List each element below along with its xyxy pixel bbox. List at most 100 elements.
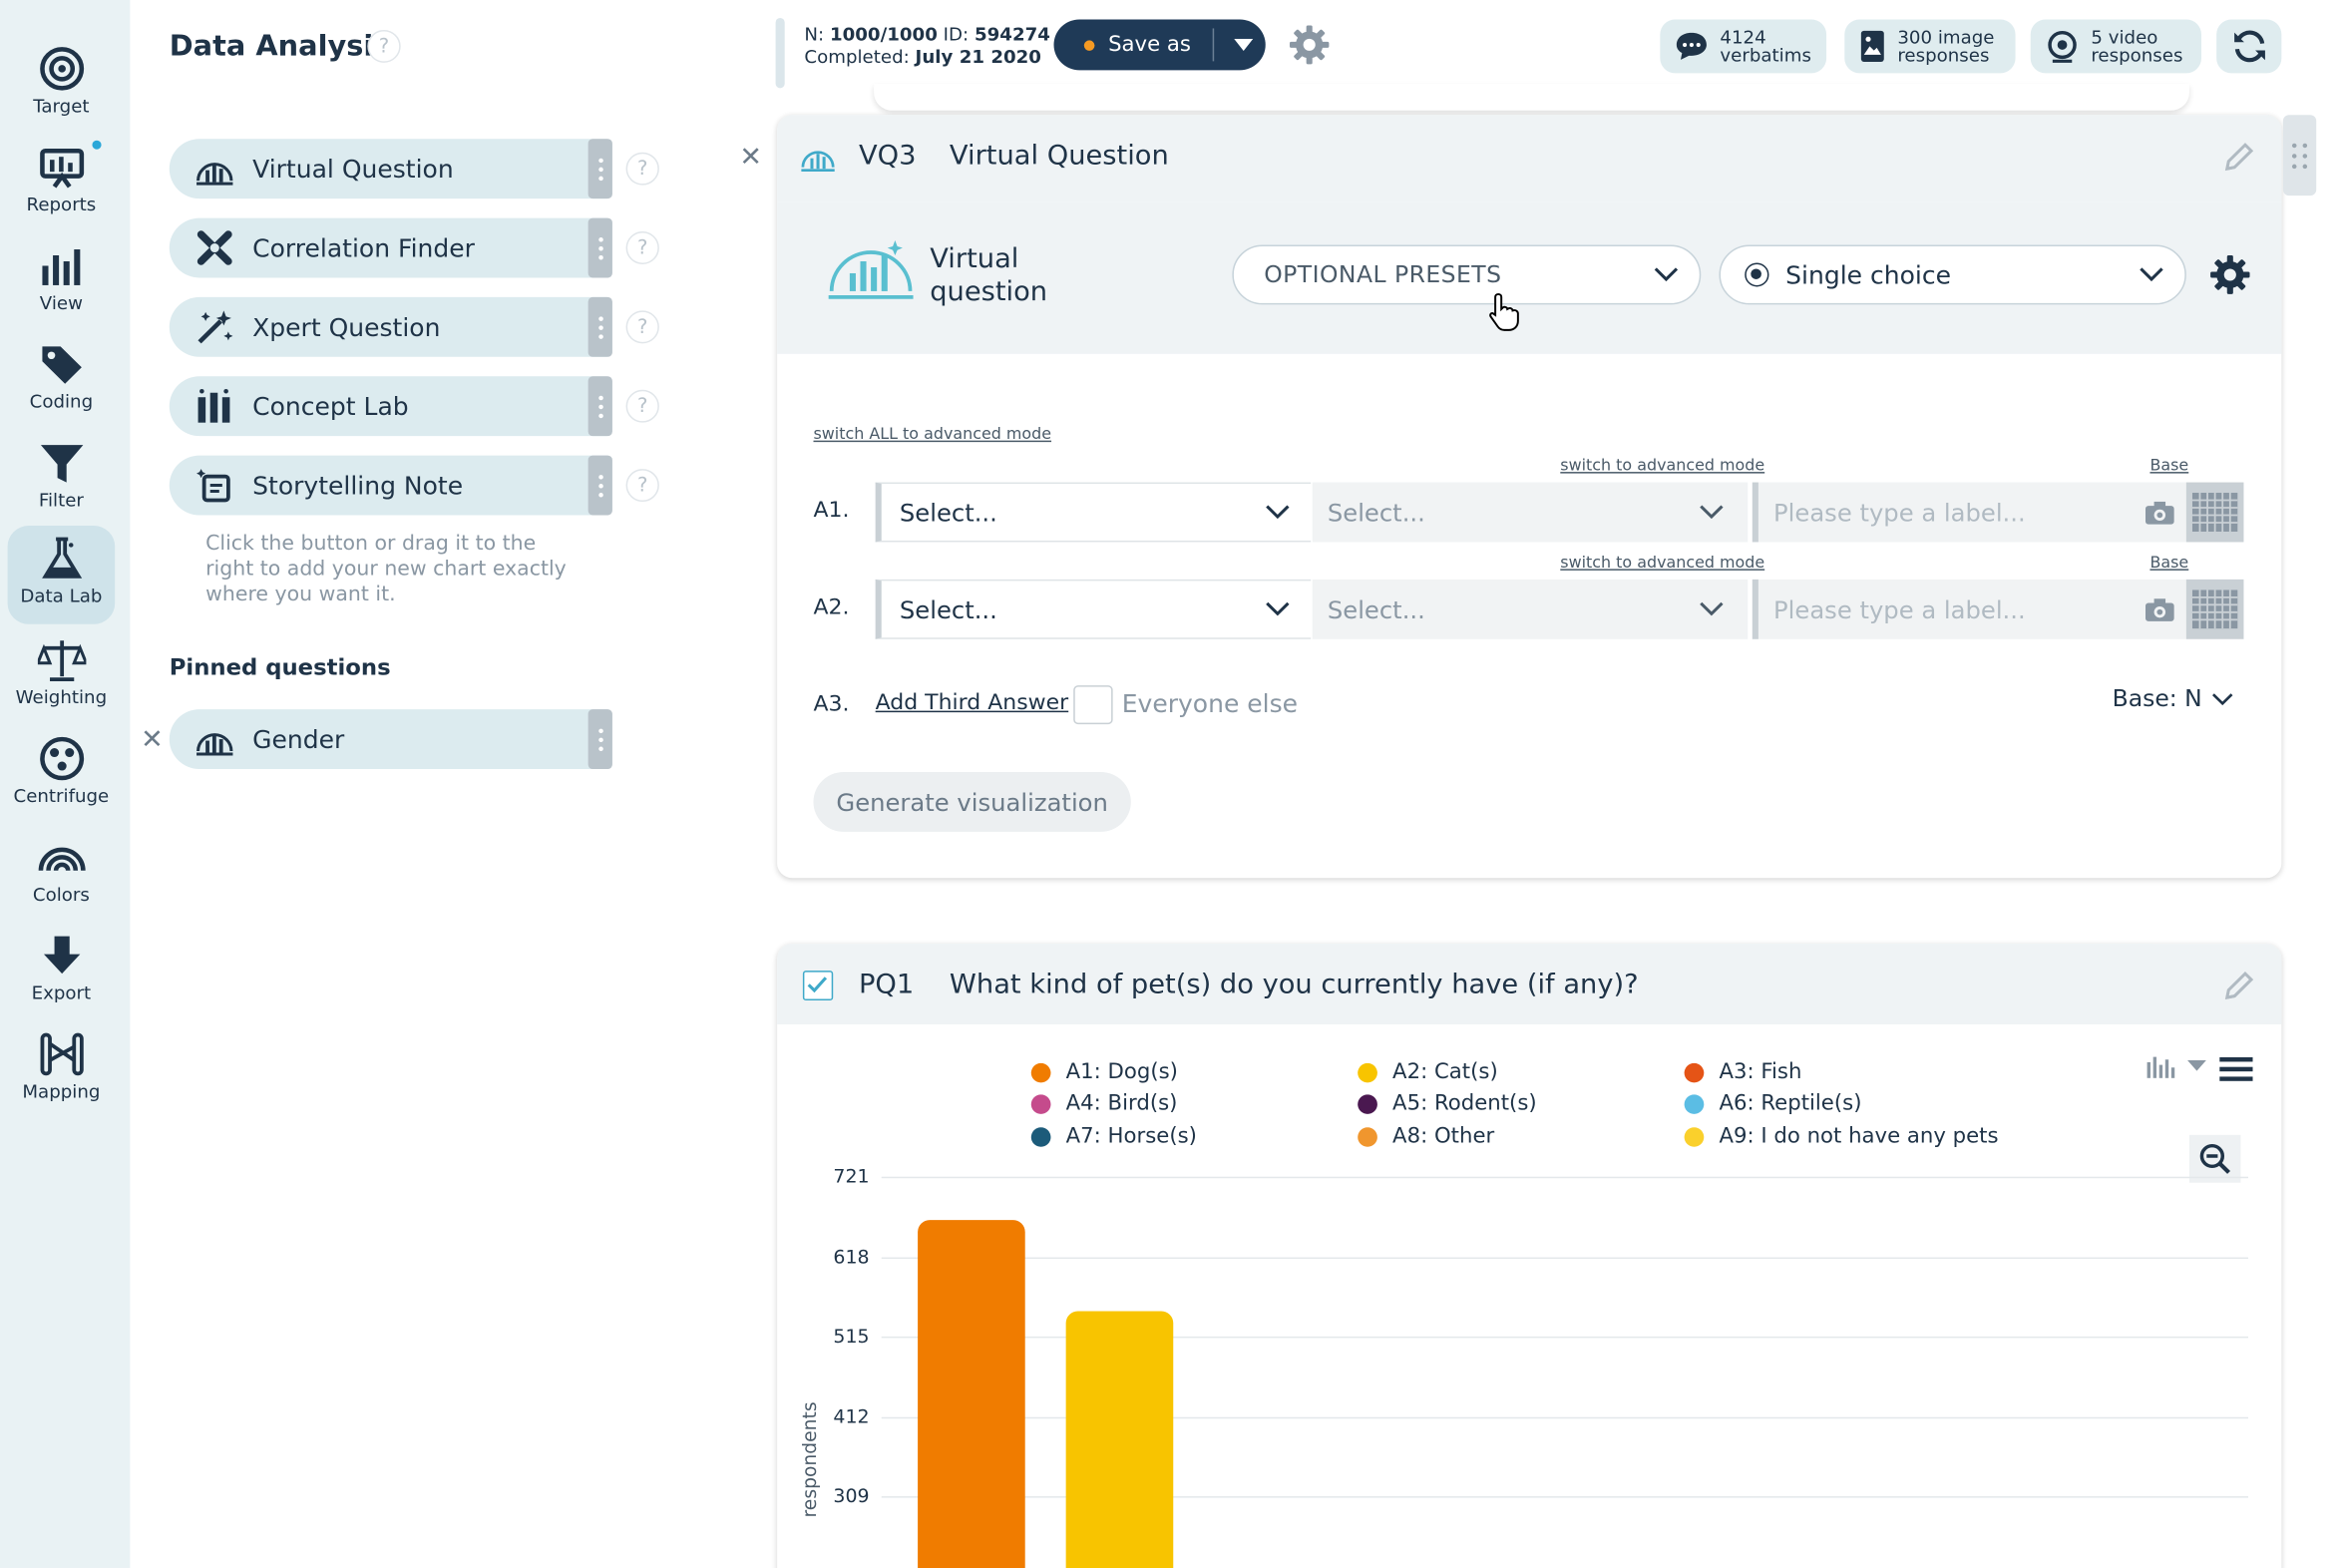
settings-gear-icon[interactable] [1288,24,1330,66]
legend-item[interactable]: A9: I do not have any pets [1684,1124,1999,1148]
settings-gear-icon[interactable] [2209,254,2251,296]
rail-item-data-lab[interactable]: Data Lab [7,525,116,624]
select-checkbox[interactable] [802,971,834,1001]
image-responses-pill[interactable]: 300 image responses [1844,19,2016,74]
rail-item-export[interactable]: Export [8,923,116,1015]
question-code: PQ1 [858,969,915,1001]
unpin-icon[interactable]: ✕ [140,724,164,756]
legend-item[interactable]: A3: Fish [1684,1060,1801,1084]
drag-handle[interactable] [587,296,612,357]
download-arrow-icon [43,936,80,975]
drag-handle[interactable] [587,709,612,770]
switch-all-advanced-link[interactable]: switch ALL to advanced mode [813,425,1052,444]
help-icon[interactable]: ? [367,29,401,63]
verbatims-pill[interactable]: 4124 verbatims [1660,19,1827,74]
answer-option-select[interactable]: Select... [1312,579,1749,639]
bar-2[interactable] [1065,1310,1174,1568]
help-icon[interactable]: ? [625,231,659,264]
chart-type-icon[interactable] [2146,1054,2175,1078]
pinned-item-gender[interactable]: Gender [169,709,612,770]
legend-item[interactable]: A7: Horse(s) [1030,1124,1197,1148]
legend-item[interactable]: A8: Other [1358,1124,1494,1148]
pill-line2: responses [2091,44,2183,66]
save-as-button[interactable]: Save as [1053,19,1266,71]
rail-item-colors[interactable]: Colors [8,824,116,917]
everyone-else-checkbox[interactable] [1073,685,1113,725]
legend-item[interactable]: A4: Bird(s) [1030,1091,1177,1115]
caret-down-icon[interactable] [1233,38,1253,51]
drag-handle[interactable] [587,217,612,278]
card-drag-handle[interactable] [2282,115,2317,196]
rail-item-mapping[interactable]: Mapping [8,1021,116,1114]
tag-icon [41,346,82,384]
rail-item-reports[interactable]: Reports [8,135,116,227]
rail-label: Target [33,95,90,117]
input-placeholder: Please type a label... [1773,498,2026,527]
chevron-down-icon [2211,692,2232,705]
add-third-answer-link[interactable]: Add Third Answer [875,691,1069,716]
base-selector[interactable]: Base: N [2113,685,2233,712]
help-icon[interactable]: ? [625,310,659,344]
legend-item[interactable]: A6: Reptile(s) [1684,1091,1861,1115]
camera-icon[interactable] [2144,596,2175,621]
caret-down-icon[interactable] [2186,1059,2207,1072]
keyboard-grid-button[interactable] [2185,579,2244,639]
keyboard-grid-button[interactable] [2185,482,2244,543]
question-title[interactable]: Virtual Question [949,140,1169,173]
chevron-down-icon [1266,601,1290,616]
y-tick-label: 721 [833,1164,870,1188]
base-link[interactable]: Base [2149,457,2189,476]
drag-handle[interactable] [587,139,612,199]
centrifuge-icon [39,736,84,781]
zoom-out-button[interactable] [2188,1134,2241,1183]
tool-storytelling-note[interactable]: Storytelling Note [169,455,612,516]
answer-question-select[interactable]: Select... [875,579,1312,639]
switch-advanced-link[interactable]: switch to advanced mode [1560,554,1765,573]
generate-visualization-button[interactable]: Generate visualization [813,772,1131,832]
help-icon[interactable]: ? [625,389,659,423]
chevron-down-icon [1700,601,1724,616]
tool-virtual-question[interactable]: Virtual Question [169,139,612,199]
answer-type-dropdown[interactable]: Single choice [1719,244,2186,305]
refresh-button[interactable] [2216,19,2282,74]
switch-advanced-link[interactable]: switch to advanced mode [1560,457,1765,476]
legend-swatch [1358,1093,1377,1114]
edit-pencil-icon[interactable] [2222,970,2255,1002]
rail-item-view[interactable]: View [8,233,116,326]
legend-item[interactable]: A5: Rodent(s) [1358,1091,1537,1115]
camera-icon[interactable] [2144,500,2175,525]
legend-swatch [1684,1126,1705,1147]
tool-concept-lab[interactable]: Concept Lab [169,376,612,437]
drag-handle[interactable] [587,455,612,516]
rail-item-centrifuge[interactable]: Centrifuge [8,726,116,819]
tool-correlation-finder[interactable]: Correlation Finder [169,217,612,278]
answer-label-input[interactable]: Please type a label... [1752,579,2188,639]
close-icon[interactable]: ✕ [739,142,763,174]
rail-item-weighting[interactable]: Weighting [8,627,116,720]
bar-1[interactable] [918,1220,1025,1568]
answer-option-select[interactable]: Select... [1312,482,1749,543]
legend-item[interactable]: A2: Cat(s) [1358,1060,1498,1084]
optional-presets-dropdown[interactable]: OPTIONAL PRESETS [1232,244,1702,305]
edit-pencil-icon[interactable] [2222,141,2255,174]
question-title[interactable]: What kind of pet(s) do you currently hav… [949,969,1639,1001]
video-responses-pill[interactable]: 5 video responses [2030,19,2202,74]
rail-item-target[interactable]: Target [8,36,116,129]
answer-question-select[interactable]: Select... [875,482,1312,543]
storytelling-note-icon [196,469,230,503]
tool-xpert-question[interactable]: Xpert Question [169,296,612,357]
answer-label-input[interactable]: Please type a label... [1752,482,2188,543]
base-link[interactable]: Base [2149,554,2189,573]
help-icon[interactable]: ? [625,469,659,503]
speech-bubble-icon [1676,32,1707,60]
menu-icon[interactable] [2219,1056,2253,1081]
rail-item-coding[interactable]: Coding [8,331,116,424]
drag-handle[interactable] [587,376,612,437]
rail-label: Coding [29,391,94,413]
question-type-name: Virtual question [930,243,1048,308]
select-value: Select... [1327,498,1425,527]
completed-value: July 21 2020 [915,46,1041,68]
help-icon[interactable]: ? [625,152,659,186]
legend-item[interactable]: A1: Dog(s) [1030,1060,1178,1084]
rail-item-filter[interactable]: Filter [8,430,116,523]
